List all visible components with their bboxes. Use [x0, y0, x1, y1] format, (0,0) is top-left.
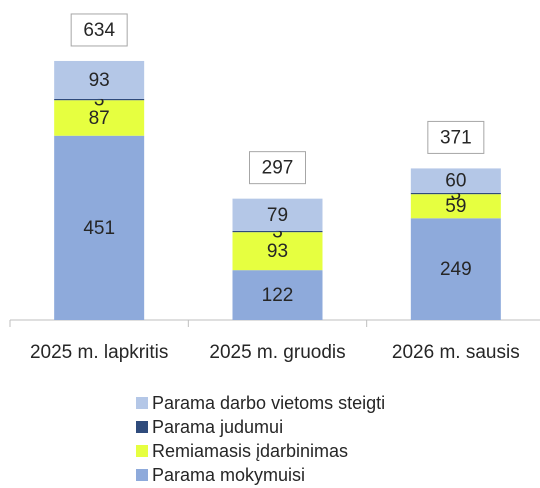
total-box	[427, 120, 485, 154]
value-label: 60	[445, 171, 466, 192]
total-label: 371	[440, 127, 472, 148]
x-tick-label: 2026 m. sausis	[392, 342, 520, 363]
legend-swatch	[136, 397, 148, 409]
bar-segment	[54, 98, 145, 101]
value-label: 93	[89, 70, 110, 91]
total-label: 297	[262, 158, 294, 179]
value-label: 87	[89, 108, 110, 129]
bar-segment	[54, 135, 145, 320]
value-label: 3	[94, 90, 105, 111]
value-label: 93	[267, 241, 288, 262]
value-label: 3	[272, 222, 283, 243]
value-label: 122	[262, 285, 294, 306]
bar-segment	[410, 192, 501, 195]
legend-label: Parama mokymuisi	[152, 465, 305, 485]
bar-segment	[232, 232, 323, 271]
legend-label: Parama darbo vietoms steigti	[152, 393, 385, 413]
value-label: 79	[267, 205, 288, 226]
value-label: 3	[451, 184, 462, 205]
legend-label: Remiamasis įdarbinimas	[152, 441, 348, 461]
legend-swatch	[136, 469, 148, 481]
legend-swatch	[136, 445, 148, 457]
value-label: 451	[83, 218, 115, 239]
total-box	[70, 13, 128, 47]
bar-segment	[232, 198, 323, 231]
legend-label: Parama judumui	[152, 417, 283, 437]
x-tick-label: 2025 m. lapkritis	[30, 342, 168, 363]
value-label: 249	[440, 259, 472, 280]
bar-segment	[54, 100, 145, 136]
bar-segment	[232, 270, 323, 320]
legend: Parama mokymuisi Remiamasis įdarbinimas Pa…	[136, 393, 385, 485]
bar-segment	[410, 218, 501, 320]
bar-segment	[232, 230, 323, 233]
legend-swatch	[136, 421, 148, 433]
bar-segment	[54, 60, 145, 99]
bar-segment	[410, 194, 501, 219]
value-label: 59	[445, 196, 466, 217]
bar-segment	[410, 168, 501, 193]
total-label: 634	[83, 20, 115, 41]
x-tick-label: 2025 m. gruodis	[209, 342, 345, 363]
total-box	[249, 151, 306, 185]
